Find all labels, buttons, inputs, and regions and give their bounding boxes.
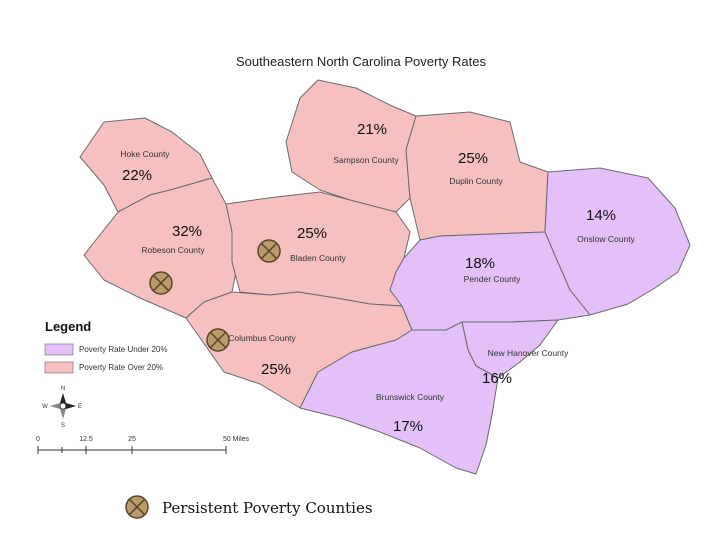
scale-bar: 0 12.5 25 50 Miles xyxy=(36,436,250,454)
rate-brunswick: 17% xyxy=(393,418,423,435)
scale-tick-1: 12.5 xyxy=(79,436,93,443)
persistent-poverty-marker-robeson xyxy=(149,271,173,295)
rate-bladen: 25% xyxy=(297,225,327,242)
compass-n: N xyxy=(61,386,65,392)
persistent-poverty-legend-label: Persistent Poverty Counties xyxy=(162,499,373,517)
rate-new-hanover: 16% xyxy=(482,370,512,387)
scale-tick-3: 50 Miles xyxy=(223,436,250,443)
county-brunswick xyxy=(299,321,499,475)
county-label-new-hanover: New Hanover County xyxy=(488,348,570,358)
county-label-brunswick: Brunswick County xyxy=(376,392,445,402)
county-label-robeson: Robeson County xyxy=(141,245,205,255)
county-label-bladen: Bladen County xyxy=(290,253,347,263)
rate-onslow: 14% xyxy=(586,207,616,224)
rate-pender: 18% xyxy=(465,255,495,272)
county-bladen xyxy=(225,191,411,307)
county-label-columbus: Columbus County xyxy=(228,333,296,343)
compass-w: W xyxy=(42,404,48,410)
rate-duplin: 25% xyxy=(458,150,488,167)
rate-sampson: 21% xyxy=(357,121,387,138)
legend-label-under: Poverty Rate Under 20% xyxy=(79,345,168,354)
scale-tick-0: 0 xyxy=(36,436,40,443)
persistent-poverty-legend-icon xyxy=(125,495,149,519)
scale-tick-2: 25 xyxy=(128,436,136,443)
rate-robeson: 32% xyxy=(172,223,202,240)
legend: Legend Poverty Rate Under 20% Poverty Ra… xyxy=(44,319,168,374)
county-label-hoke: Hoke County xyxy=(120,149,170,159)
legend-title: Legend xyxy=(45,319,91,334)
county-label-pender: Pender County xyxy=(464,274,521,284)
rate-columbus: 25% xyxy=(261,361,291,378)
rate-hoke: 22% xyxy=(122,167,152,184)
persistent-poverty-marker-bladen xyxy=(257,239,281,263)
legend-label-over: Poverty Rate Over 20% xyxy=(79,363,163,372)
compass-e: E xyxy=(78,404,82,410)
county-label-sampson: Sampson County xyxy=(333,155,399,165)
county-robeson xyxy=(83,177,239,319)
county-sampson xyxy=(285,79,417,213)
county-label-onslow: Onslow County xyxy=(577,234,635,244)
compass-icon: N S E W xyxy=(42,386,82,429)
persistent-poverty-marker-columbus xyxy=(206,328,230,352)
legend-swatch-over xyxy=(44,361,74,374)
legend-swatch-under xyxy=(44,343,74,356)
county-label-duplin: Duplin County xyxy=(449,176,503,186)
map-title: Southeastern North Carolina Poverty Rate… xyxy=(236,54,487,69)
compass-s: S xyxy=(61,423,65,429)
